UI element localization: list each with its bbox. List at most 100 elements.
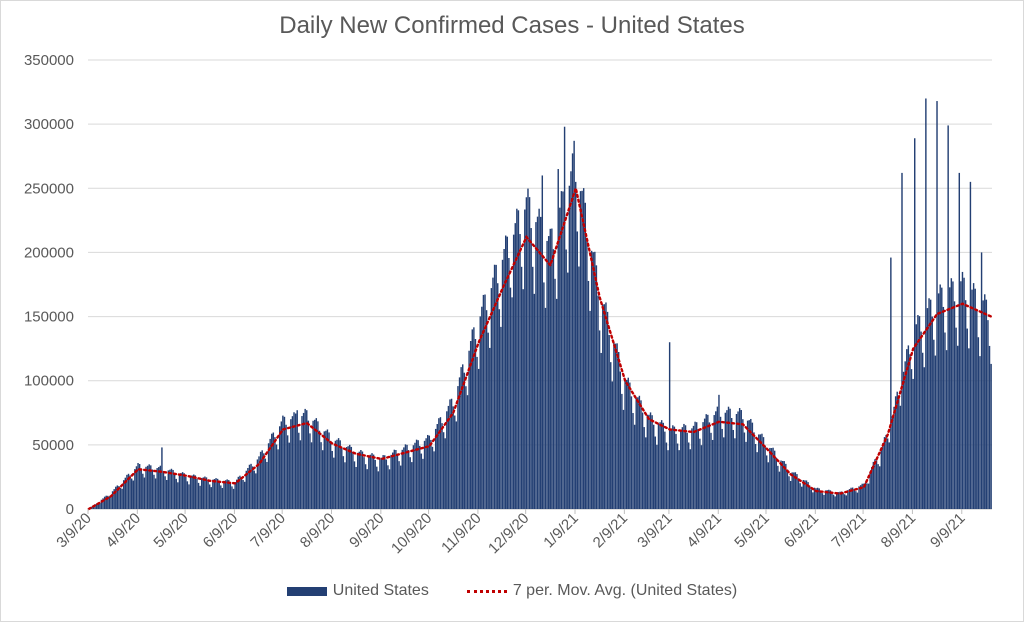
legend-item-moving-average[interactable]: 7 per. Mov. Avg. (United States) [466,582,737,600]
bar [130,478,133,509]
x-tick-label: 3/9/21 [634,510,676,552]
bar [232,488,235,509]
bar [178,473,181,509]
bar [715,411,717,509]
bar [434,428,437,509]
bar [205,477,208,509]
bar [751,422,754,509]
legend-bar-label: United States [332,582,429,599]
bar [654,436,657,509]
bar [933,339,935,509]
x-tick-label: 8/9/20 [297,510,339,552]
bar [842,492,844,509]
bar [334,440,337,509]
bar [734,438,736,509]
bar [808,485,811,509]
bar [547,236,550,509]
bar [824,490,827,509]
bar [960,281,962,509]
bar [194,475,197,509]
bar [775,457,777,509]
bar [686,432,688,509]
bar [778,471,781,509]
bar [672,425,674,509]
y-tick-label: 0 [66,501,74,518]
bar [590,250,593,509]
bar [667,450,669,509]
bar [477,368,480,509]
bar [460,367,462,509]
y-tick-label: 350000 [24,52,74,69]
x-tick-label: 5/9/21 [731,510,773,552]
bar [304,408,306,509]
bar [438,418,440,509]
bar [341,447,343,509]
bar [533,293,536,509]
bar [140,468,142,509]
bar [668,342,671,509]
bar [640,400,642,509]
bar [888,442,890,509]
bar [384,455,386,509]
bar [723,437,725,509]
moving-average-line [87,183,993,511]
bar [337,438,340,509]
bar [893,406,895,509]
bar [621,393,623,509]
bar [979,356,981,509]
bar [255,473,257,509]
legend-item-bars[interactable]: United States [286,582,429,600]
bar [471,329,473,509]
bar [403,447,405,509]
bar [756,452,758,509]
bar [781,460,784,509]
bar [399,465,402,509]
bar [197,482,200,509]
bar [126,474,128,509]
bar [420,453,423,509]
bar [377,471,380,509]
bar [823,494,825,509]
bar [976,310,978,509]
bar [336,439,338,509]
bar [641,412,644,509]
bar [115,486,117,509]
bar [224,480,227,509]
bar [137,463,139,509]
bar [875,460,878,509]
bar [883,437,886,509]
x-tick-label: 9/9/21 [927,510,969,552]
bar [393,449,396,509]
bar [764,445,766,509]
bar [331,450,333,509]
bar [793,472,795,509]
x-tick-label: 10/9/20 [388,510,435,557]
bar [767,462,770,509]
bar [318,430,321,509]
bar [826,490,828,509]
bar [769,447,771,509]
bar [315,418,318,509]
bar [522,289,524,509]
bar [485,310,488,509]
bar [506,236,509,509]
bar [428,435,431,509]
bar [874,459,876,509]
bar [199,485,201,509]
bar [926,308,929,509]
bar [710,432,712,509]
bar [560,191,563,510]
bar [557,169,559,510]
bar [969,181,972,509]
bar [296,410,298,509]
bar [810,489,812,509]
bar [423,440,426,509]
bar [885,434,887,509]
bar [264,458,267,509]
bar [788,476,790,509]
bar [921,352,924,509]
bar [549,228,551,509]
x-tick-label: 12/9/20 [485,510,532,557]
bar [562,191,564,510]
bar [821,493,824,509]
